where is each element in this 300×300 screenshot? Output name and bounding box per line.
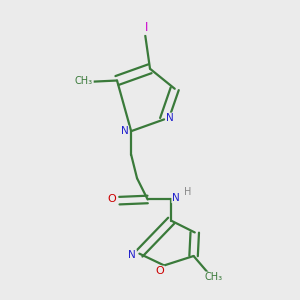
Text: O: O <box>107 194 116 205</box>
Text: N: N <box>121 126 128 136</box>
Text: N: N <box>172 193 180 202</box>
Text: CH₃: CH₃ <box>205 272 223 282</box>
Text: H: H <box>184 188 191 197</box>
Text: O: O <box>155 266 164 276</box>
Text: CH₃: CH₃ <box>75 76 93 85</box>
Text: N: N <box>166 113 174 123</box>
Text: N: N <box>128 250 136 260</box>
Text: I: I <box>145 21 148 34</box>
